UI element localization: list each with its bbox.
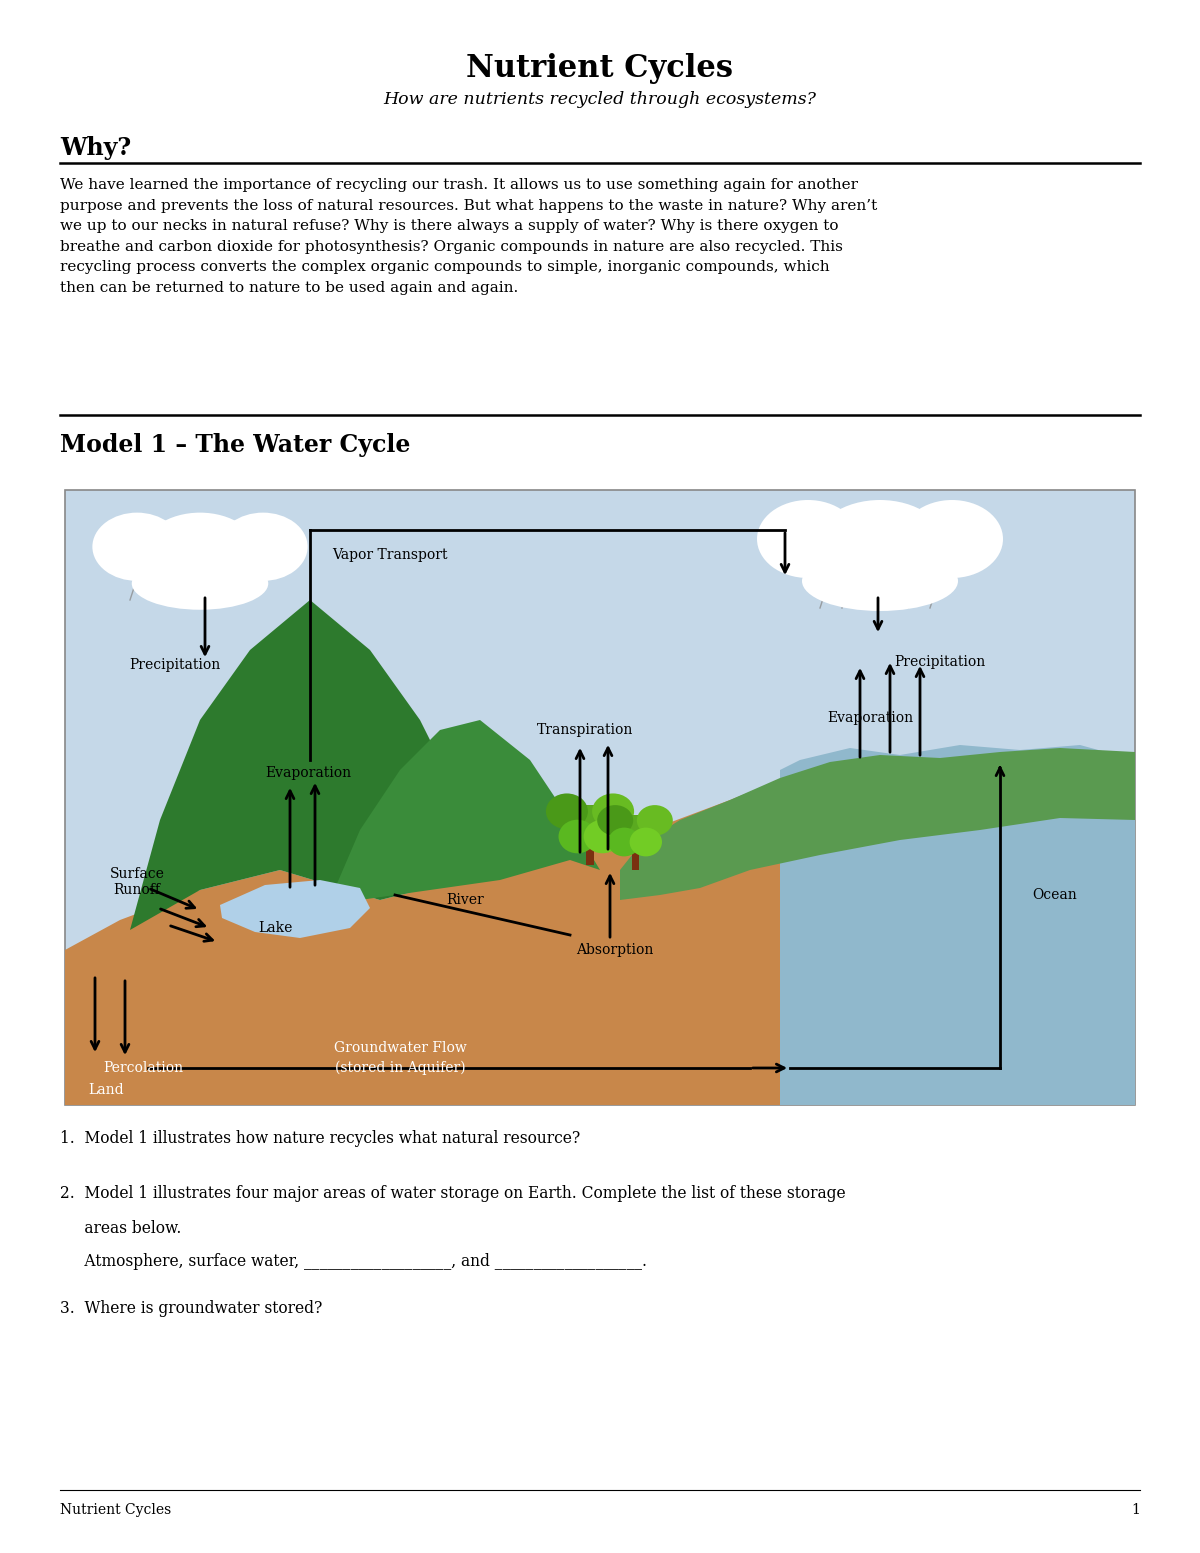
Polygon shape bbox=[220, 881, 370, 938]
Ellipse shape bbox=[143, 512, 258, 592]
Ellipse shape bbox=[871, 539, 955, 604]
Ellipse shape bbox=[804, 539, 888, 604]
Polygon shape bbox=[130, 599, 490, 930]
Text: Vapor Transport: Vapor Transport bbox=[332, 548, 448, 562]
Text: 3.  Where is groundwater stored?: 3. Where is groundwater stored? bbox=[60, 1300, 323, 1317]
Text: Land: Land bbox=[88, 1082, 124, 1096]
Text: Surface
Runoff: Surface Runoff bbox=[109, 867, 164, 898]
Text: Model 1 – The Water Cycle: Model 1 – The Water Cycle bbox=[60, 433, 410, 457]
Text: Precipitation: Precipitation bbox=[894, 655, 985, 669]
Ellipse shape bbox=[546, 794, 588, 829]
Ellipse shape bbox=[193, 547, 266, 604]
Text: Nutrient Cycles: Nutrient Cycles bbox=[60, 1503, 172, 1517]
Text: Atmosphere, surface water, ___________________, and ___________________.: Atmosphere, surface water, _____________… bbox=[60, 1253, 647, 1270]
Ellipse shape bbox=[218, 512, 307, 581]
Ellipse shape bbox=[563, 804, 617, 846]
Text: Ocean: Ocean bbox=[1033, 888, 1078, 902]
Ellipse shape bbox=[598, 804, 634, 836]
Ellipse shape bbox=[630, 828, 662, 856]
Text: Percolation: Percolation bbox=[103, 1061, 184, 1075]
Text: Evaporation: Evaporation bbox=[265, 766, 352, 780]
Ellipse shape bbox=[592, 794, 634, 829]
Ellipse shape bbox=[558, 820, 596, 853]
Text: Transpiration: Transpiration bbox=[536, 724, 634, 738]
Text: Lake: Lake bbox=[258, 921, 292, 935]
Text: Why?: Why? bbox=[60, 137, 131, 160]
Ellipse shape bbox=[612, 815, 659, 851]
Ellipse shape bbox=[901, 500, 1003, 578]
Text: Absorption: Absorption bbox=[576, 943, 654, 957]
Ellipse shape bbox=[802, 551, 958, 610]
Ellipse shape bbox=[132, 558, 269, 610]
Bar bbox=[632, 815, 640, 870]
Ellipse shape bbox=[134, 547, 208, 604]
Polygon shape bbox=[65, 780, 780, 1106]
Polygon shape bbox=[780, 745, 1135, 1106]
Bar bbox=[586, 804, 594, 865]
Text: (stored in Aquifer): (stored in Aquifer) bbox=[335, 1061, 466, 1075]
Ellipse shape bbox=[637, 804, 673, 836]
Ellipse shape bbox=[92, 512, 181, 581]
Text: Evaporation: Evaporation bbox=[827, 711, 913, 725]
Text: Precipitation: Precipitation bbox=[130, 658, 221, 672]
Polygon shape bbox=[330, 721, 600, 901]
Text: How are nutrients recycled through ecosystems?: How are nutrients recycled through ecosy… bbox=[384, 92, 816, 109]
Text: Groundwater Flow: Groundwater Flow bbox=[334, 1041, 467, 1054]
Text: 1: 1 bbox=[1132, 1503, 1140, 1517]
Text: River: River bbox=[446, 893, 484, 907]
Text: Nutrient Cycles: Nutrient Cycles bbox=[467, 53, 733, 84]
Ellipse shape bbox=[814, 500, 946, 590]
Ellipse shape bbox=[583, 820, 622, 853]
Ellipse shape bbox=[757, 500, 859, 578]
Ellipse shape bbox=[608, 828, 641, 856]
Text: We have learned the importance of recycling our trash. It allows us to use somet: We have learned the importance of recycl… bbox=[60, 179, 877, 295]
Polygon shape bbox=[620, 749, 1135, 901]
Polygon shape bbox=[65, 491, 1135, 1106]
Text: areas below.: areas below. bbox=[60, 1221, 181, 1238]
Text: 2.  Model 1 illustrates four major areas of water storage on Earth. Complete the: 2. Model 1 illustrates four major areas … bbox=[60, 1185, 846, 1202]
Text: 1.  Model 1 illustrates how nature recycles what natural resource?: 1. Model 1 illustrates how nature recycl… bbox=[60, 1131, 581, 1148]
